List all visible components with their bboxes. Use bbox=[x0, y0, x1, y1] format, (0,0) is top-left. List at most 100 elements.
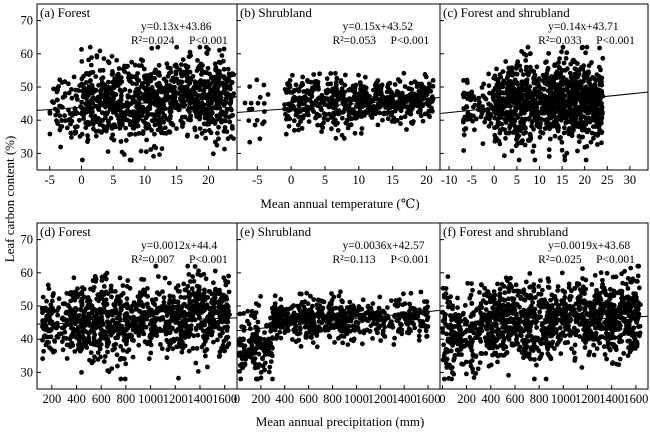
data-point bbox=[325, 76, 330, 81]
data-point bbox=[564, 56, 569, 61]
data-point bbox=[61, 318, 66, 323]
data-point bbox=[83, 318, 88, 323]
data-point bbox=[367, 107, 372, 112]
data-point bbox=[564, 50, 569, 55]
data-point bbox=[102, 284, 107, 289]
data-point bbox=[502, 153, 507, 158]
data-point bbox=[597, 78, 602, 83]
data-point bbox=[299, 102, 304, 107]
data-point bbox=[557, 66, 562, 71]
data-point bbox=[124, 64, 129, 69]
x-tick-label: 1600 bbox=[416, 392, 441, 406]
data-point bbox=[376, 78, 381, 83]
data-point bbox=[565, 66, 570, 71]
data-point bbox=[533, 158, 538, 163]
data-point bbox=[509, 93, 514, 98]
data-point bbox=[69, 87, 74, 92]
y-tick-label: 50 bbox=[21, 80, 34, 94]
data-point bbox=[300, 115, 305, 120]
y-tick-label: 30 bbox=[21, 365, 34, 379]
data-point bbox=[299, 292, 304, 297]
data-point bbox=[222, 67, 227, 72]
data-point bbox=[545, 96, 550, 101]
data-point bbox=[206, 66, 211, 71]
data-point bbox=[222, 47, 227, 52]
data-point bbox=[282, 102, 287, 107]
data-point bbox=[213, 121, 218, 126]
data-point bbox=[543, 103, 548, 108]
data-point bbox=[40, 310, 45, 315]
data-point bbox=[442, 377, 447, 382]
data-point bbox=[126, 325, 131, 330]
data-point bbox=[535, 64, 540, 69]
data-point bbox=[167, 281, 172, 286]
data-point bbox=[360, 126, 365, 131]
data-point bbox=[378, 310, 383, 315]
data-point bbox=[517, 126, 522, 131]
data-point bbox=[413, 95, 418, 100]
data-point bbox=[209, 291, 214, 296]
data-point bbox=[204, 276, 209, 281]
data-point bbox=[323, 325, 328, 330]
data-point bbox=[70, 96, 75, 101]
data-point bbox=[176, 300, 181, 305]
data-point bbox=[340, 133, 345, 138]
data-point bbox=[230, 126, 235, 131]
data-point bbox=[314, 115, 319, 120]
data-point bbox=[179, 62, 184, 67]
data-point bbox=[494, 77, 499, 82]
data-point bbox=[553, 134, 558, 139]
data-point bbox=[329, 89, 334, 94]
data-point bbox=[524, 68, 529, 73]
data-point bbox=[194, 134, 199, 139]
data-point bbox=[363, 75, 368, 80]
data-point bbox=[425, 317, 430, 322]
data-point bbox=[40, 306, 45, 311]
data-point bbox=[191, 74, 196, 79]
data-point bbox=[568, 71, 573, 76]
data-point bbox=[52, 339, 57, 344]
data-point bbox=[530, 94, 535, 99]
points-group bbox=[37, 264, 237, 382]
data-point bbox=[103, 83, 108, 88]
data-point bbox=[373, 311, 378, 316]
data-point bbox=[139, 277, 144, 282]
data-point bbox=[559, 49, 564, 54]
data-point bbox=[169, 341, 174, 346]
x-tick-label: 1400 bbox=[392, 392, 417, 406]
data-point bbox=[130, 110, 135, 115]
data-point bbox=[560, 80, 565, 85]
data-point bbox=[487, 124, 492, 129]
data-point bbox=[81, 342, 86, 347]
data-point bbox=[532, 144, 537, 149]
data-point bbox=[174, 286, 179, 291]
data-point bbox=[515, 59, 520, 64]
data-point bbox=[98, 49, 103, 54]
data-point bbox=[300, 75, 305, 80]
data-point bbox=[203, 334, 208, 339]
data-point bbox=[61, 301, 66, 306]
data-point bbox=[481, 141, 486, 146]
data-point bbox=[300, 300, 305, 305]
data-point bbox=[501, 96, 506, 101]
data-point bbox=[285, 318, 290, 323]
points-group bbox=[237, 71, 440, 145]
data-point bbox=[380, 118, 385, 123]
data-point bbox=[503, 117, 508, 122]
data-point bbox=[583, 50, 588, 55]
data-point bbox=[192, 126, 197, 131]
data-point bbox=[532, 116, 537, 121]
data-point bbox=[354, 320, 359, 325]
data-point bbox=[181, 57, 186, 62]
data-point bbox=[112, 85, 117, 90]
data-point bbox=[225, 107, 230, 112]
data-point bbox=[260, 356, 265, 361]
data-point bbox=[227, 290, 232, 295]
p-value-label: P<0.001 bbox=[391, 35, 430, 47]
data-point bbox=[450, 304, 455, 309]
data-point bbox=[272, 319, 277, 324]
data-point bbox=[188, 279, 193, 284]
data-point bbox=[362, 328, 367, 333]
data-point bbox=[421, 87, 426, 92]
